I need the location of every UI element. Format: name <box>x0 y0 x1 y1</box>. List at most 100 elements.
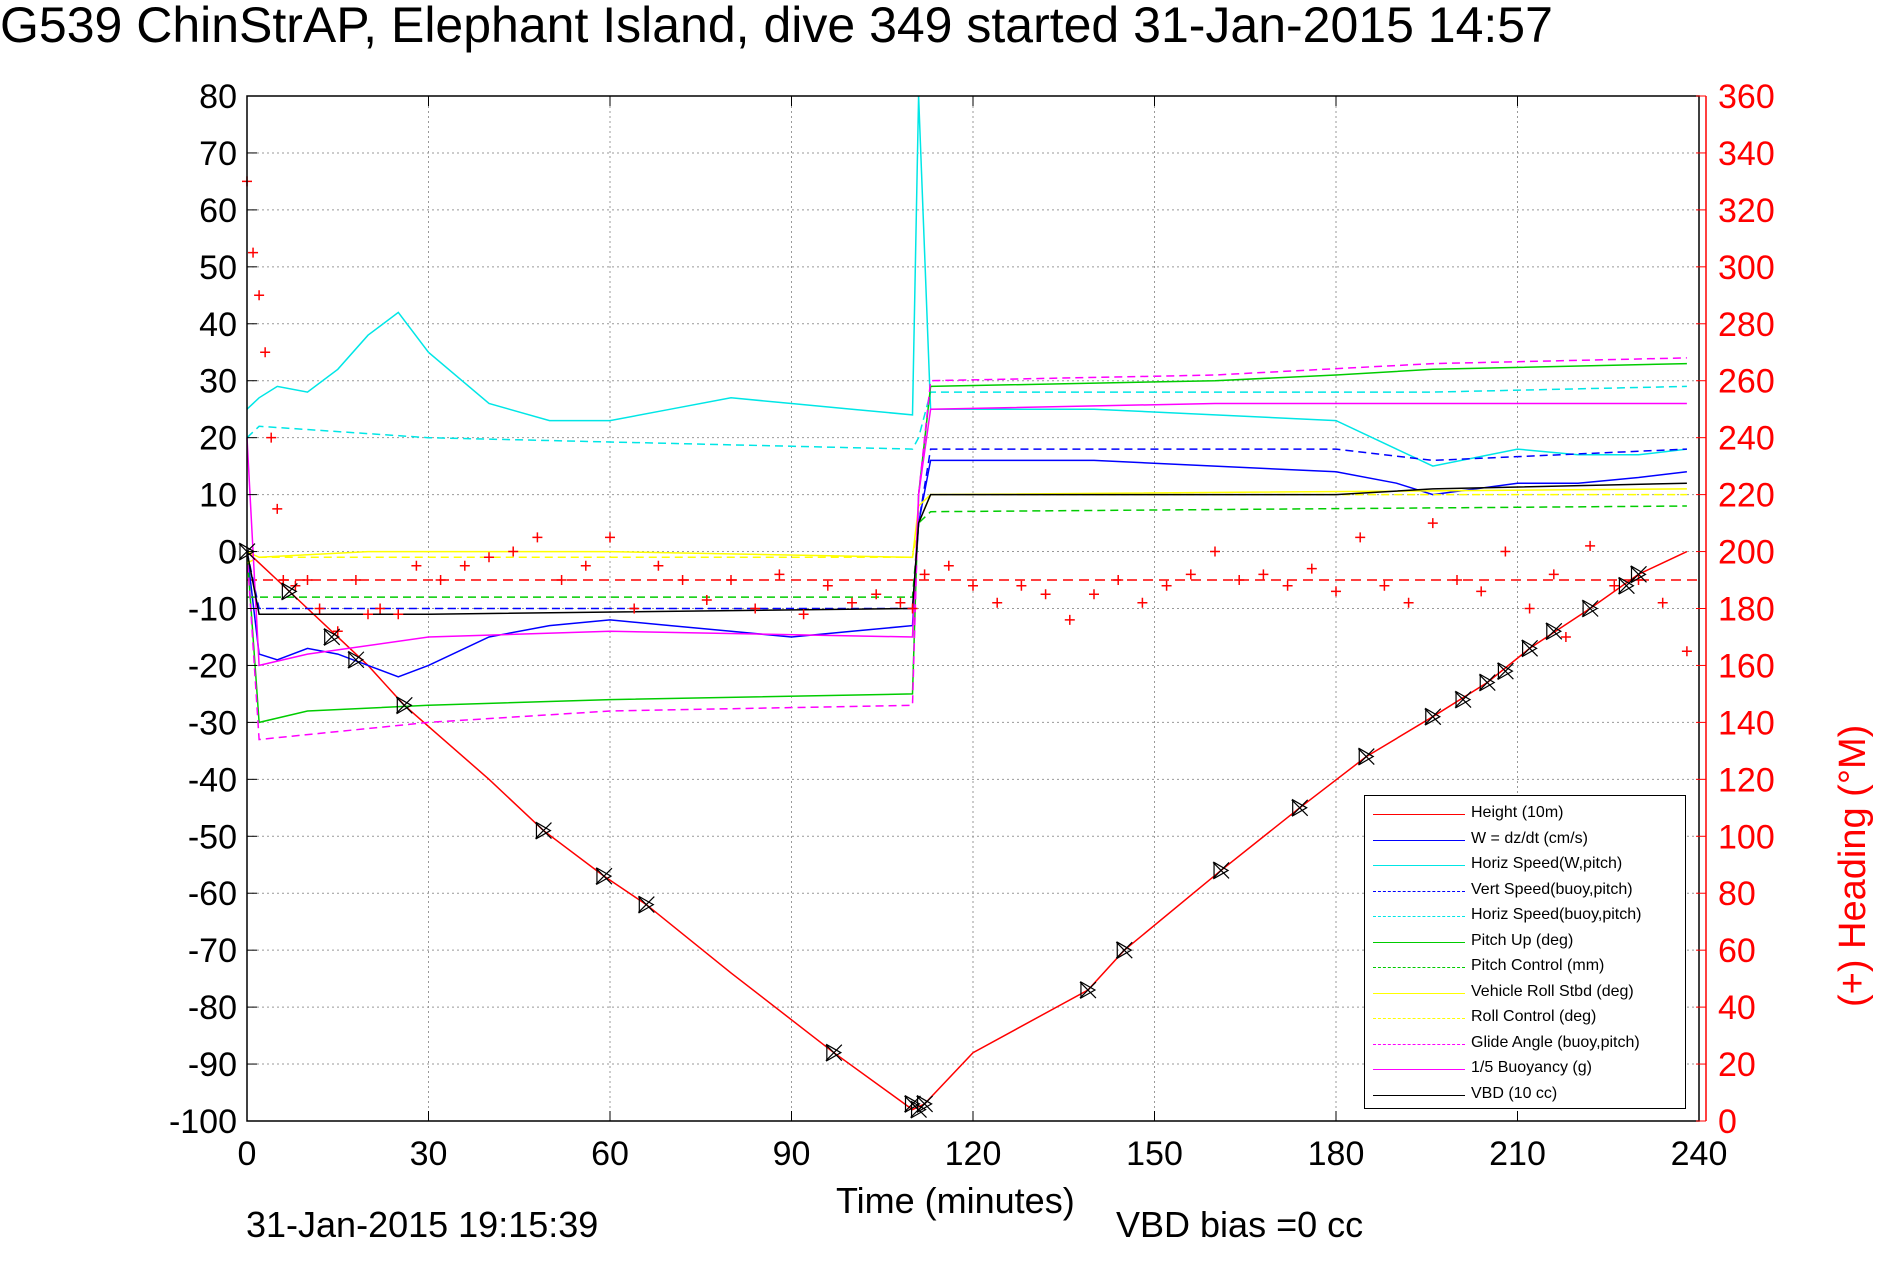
y-tick-label: 80 <box>199 78 237 116</box>
heading-point <box>943 560 954 571</box>
heading-point <box>508 546 519 557</box>
heading-point <box>1282 580 1293 591</box>
heading-point <box>435 575 446 586</box>
heading-point <box>1185 569 1196 580</box>
legend-label: Vert Speed(buoy,pitch) <box>1471 880 1633 898</box>
heading-point <box>272 503 283 514</box>
dive-marker <box>395 696 413 715</box>
heading-point <box>1064 614 1075 625</box>
legend-entry: W = dz/dt (cm/s) <box>1365 828 1685 854</box>
x-tick-label: 60 <box>591 1135 629 1173</box>
legend-entry: Pitch Control (mm) <box>1365 955 1685 981</box>
legend-entry: Vert Speed(buoy,pitch) <box>1365 879 1685 905</box>
heading-point <box>907 603 918 614</box>
heading-point <box>677 575 688 586</box>
dive-marker <box>347 650 365 669</box>
x-tick-label: 30 <box>410 1135 448 1173</box>
legend-label: Height (10m) <box>1471 804 1564 821</box>
heading-point <box>484 552 494 563</box>
dive-marker <box>1630 565 1647 584</box>
right-tick-label: 20 <box>1718 1046 1756 1084</box>
y-tick-label: 0 <box>218 534 237 572</box>
y-tick-label: 20 <box>199 420 237 458</box>
heading-point <box>1113 575 1124 586</box>
right-tick-label: 80 <box>1718 875 1756 913</box>
x-axis-label: Time (minutes) <box>836 1180 1075 1221</box>
series-line-10 <box>246 402 1687 667</box>
heading-point <box>847 597 857 608</box>
dive-marker <box>1478 673 1496 692</box>
legend-entry: Height (10m) <box>1365 802 1685 828</box>
heading-point <box>1234 575 1245 586</box>
heading-point <box>1548 569 1559 580</box>
right-tick-label: 120 <box>1718 761 1775 799</box>
heading-point <box>1452 575 1462 586</box>
legend-entry: Vehicle Roll Stbd (deg) <box>1365 981 1685 1007</box>
dive-marker <box>916 1094 934 1113</box>
y-tick-label: -20 <box>188 647 237 685</box>
right-tick-label: 240 <box>1718 420 1775 458</box>
dive-marker <box>1581 599 1599 618</box>
heading-point <box>822 580 833 591</box>
legend-swatch <box>1373 865 1465 866</box>
heading-point <box>1040 589 1051 600</box>
heading-point <box>968 580 978 591</box>
legend-swatch <box>1373 916 1465 917</box>
y-tick-label: 40 <box>199 306 237 344</box>
heading-point <box>629 603 640 614</box>
heading-point <box>701 594 712 605</box>
legend-entry: Pitch Up (deg) <box>1365 930 1685 956</box>
dive-marker <box>637 895 655 914</box>
right-tick-label: 60 <box>1718 932 1756 970</box>
heading-point <box>919 569 930 580</box>
right-tick-label: 160 <box>1718 647 1775 685</box>
right-tick-label: 200 <box>1718 534 1775 572</box>
series-line-9 <box>246 357 1687 741</box>
legend-entry: Horiz Speed(W,pitch) <box>1365 853 1685 879</box>
heading-point <box>363 609 373 620</box>
heading-point <box>302 575 313 586</box>
legend-label: Vehicle Roll Stbd (deg) <box>1471 982 1634 1000</box>
legend-label: VBD (10 cc) <box>1471 1084 1558 1102</box>
dive-marker <box>1454 690 1472 709</box>
legend-label: Glide Angle (buoy,pitch) <box>1471 1033 1640 1051</box>
heading-point <box>1585 540 1596 551</box>
right-axis-label: (+) Heading (°M) <box>1832 724 1874 1007</box>
dive-marker <box>1357 747 1375 766</box>
legend-entry: Roll Control (deg) <box>1365 1006 1685 1032</box>
right-tick-label: 100 <box>1718 818 1775 856</box>
heading-point <box>1089 589 1099 600</box>
heading-point <box>266 432 277 443</box>
heading-point <box>653 560 664 571</box>
right-tick-label: 300 <box>1718 249 1775 287</box>
heading-point <box>393 609 404 620</box>
x-tick-label: 240 <box>1671 1135 1728 1173</box>
dive-marker <box>1521 639 1539 658</box>
x-tick-label: 120 <box>945 1135 1002 1173</box>
dive-marker <box>1115 941 1133 960</box>
series-line-11 <box>246 482 1687 615</box>
dive-marker <box>1291 798 1309 817</box>
dive-marker <box>280 582 298 601</box>
dive-marker <box>535 821 552 840</box>
heading-point <box>375 603 386 614</box>
legend-swatch <box>1373 1043 1465 1045</box>
heading-point <box>1524 603 1535 614</box>
legend-swatch <box>1373 890 1465 892</box>
legend-entry: VBD (10 cc) <box>1365 1083 1685 1109</box>
legend-label: Pitch Up (deg) <box>1471 931 1574 949</box>
heading-point <box>1210 546 1220 557</box>
dive-marker <box>1424 707 1442 726</box>
heading-point <box>1476 586 1487 597</box>
chart-title: G539 ChinStrAP, Elephant Island, dive 34… <box>0 0 1553 53</box>
heading-point <box>1681 646 1692 657</box>
heading-point <box>556 575 567 586</box>
heading-point <box>459 560 470 571</box>
legend-label: Pitch Control (mm) <box>1471 957 1605 974</box>
dive-marker <box>595 867 613 886</box>
dive-marker <box>1496 662 1514 681</box>
right-tick-label: 360 <box>1718 78 1775 116</box>
dive-marker <box>825 1043 843 1062</box>
legend-label: Horiz Speed(W,pitch) <box>1471 855 1623 872</box>
heading-point <box>726 575 736 586</box>
